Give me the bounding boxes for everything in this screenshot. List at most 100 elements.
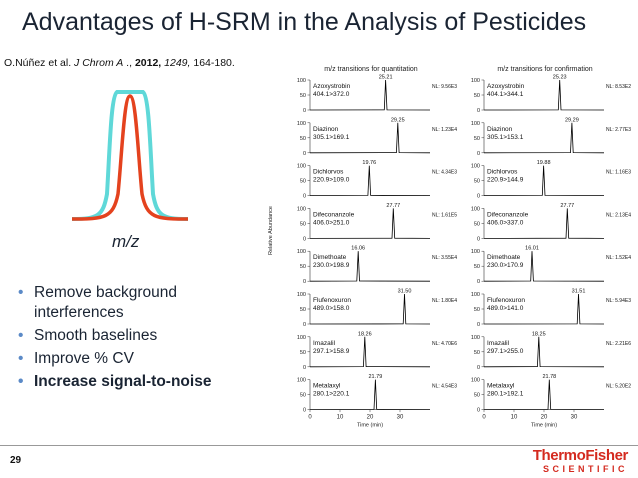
chromatogram-trace: [483, 336, 605, 368]
retention-time-label: 25.21: [379, 75, 393, 81]
transition-label: 220.9>109.0: [313, 177, 350, 184]
transition-label: 297.1>255.0: [487, 348, 524, 355]
transition-label: 404.1>372.0: [313, 91, 350, 98]
y-tick-label: 50: [474, 221, 480, 227]
y-tick-label: 50: [474, 393, 480, 399]
nl-label: NL: 4.54E3: [432, 384, 457, 390]
compound-name: Flufenoxuron: [487, 297, 525, 304]
y-tick-label: 50: [300, 350, 306, 356]
retention-time-label: 29.25: [391, 117, 405, 123]
footer-divider: [0, 445, 638, 446]
chromatogram-y-axis-label: Relative Abundance: [268, 206, 274, 255]
nl-label: NL: 4.70E6: [432, 341, 457, 347]
thermo-fisher-logo: ThermoFisher SCIENTIFIC: [532, 447, 629, 475]
y-tick-label: 50: [300, 179, 306, 185]
compound-name: Metalaxyl: [487, 383, 515, 390]
logo-wordmark: ThermoFisher: [532, 447, 629, 464]
bullet-list: Remove background interferences Smooth b…: [18, 283, 224, 395]
nl-label: NL: 3.55E4: [432, 255, 457, 261]
chromatogram-trace: [483, 293, 605, 325]
y-tick-label: 50: [300, 136, 306, 142]
x-tick-label: 10: [511, 415, 518, 421]
retention-time-label: 19.88: [537, 160, 551, 166]
chromatogram-trace: [483, 122, 605, 154]
citation-journal: J Chrom A: [74, 57, 124, 69]
chromatogram-trace: [309, 165, 431, 196]
slide-title: Advantages of H-SRM in the Analysis of P…: [22, 8, 587, 36]
x-tick-label: 30: [397, 415, 404, 421]
y-tick-label: 50: [474, 350, 480, 356]
transition-label: 297.1>158.9: [313, 348, 350, 355]
compound-name: Flufenoxuron: [313, 297, 351, 304]
x-tick-label: 0: [308, 415, 312, 421]
narrow-peak-curve: [71, 94, 189, 221]
y-tick-label: 0: [303, 236, 306, 242]
nl-label: NL: 2.21E6: [606, 341, 631, 347]
x-axis-label: Time (min): [357, 423, 383, 429]
page-number: 29: [10, 455, 22, 466]
retention-time-label: 18.26: [358, 331, 372, 337]
chromatogram-trace: [483, 165, 605, 196]
nl-label: NL: 5.20E2: [606, 384, 631, 390]
y-tick-label: 50: [300, 221, 306, 227]
retention-time-label: 16.06: [351, 246, 365, 252]
compound-name: Azoxystrobin: [487, 83, 525, 90]
compound-name: Dimethoate: [487, 254, 521, 261]
retention-time-label: 31.51: [572, 289, 586, 295]
logo-subtitle: SCIENTIFIC: [542, 464, 628, 474]
transition-label: 489.0>158.0: [313, 305, 350, 312]
nl-label: NL: 1.52E4: [606, 255, 631, 261]
confirmation-panel: m/z transitions for confirmation 0 50 100 2…: [456, 66, 634, 436]
transition-label: 406.0>251.0: [313, 219, 350, 226]
chromatogram-trace: [483, 208, 605, 239]
bullet-item: Increase signal-to-noise: [18, 372, 224, 392]
citation: O.Núñez et al. J Chrom A ., 2012, 1249, …: [4, 57, 235, 69]
y-tick-label: 0: [477, 365, 480, 371]
y-tick-label: 100: [297, 206, 306, 212]
wide-peak-curve: [71, 90, 189, 221]
y-tick-label: 50: [474, 307, 480, 313]
y-tick-label: 0: [477, 194, 480, 200]
y-tick-label: 100: [297, 292, 306, 298]
y-tick-label: 50: [474, 179, 480, 185]
panel-title: m/z transitions for confirmation: [497, 66, 593, 73]
y-tick-label: 100: [297, 78, 306, 84]
citation-year: 2012,: [134, 57, 162, 69]
y-tick-label: 0: [303, 365, 306, 371]
mz-axis-label: m/z: [112, 232, 140, 251]
x-axis-label: Time (min): [531, 423, 557, 429]
bullet-item: Smooth baselines: [18, 326, 224, 346]
y-tick-label: 100: [471, 121, 480, 127]
y-tick-label: 50: [300, 264, 306, 270]
retention-time-label: 31.50: [398, 289, 412, 295]
y-tick-label: 0: [477, 151, 480, 157]
y-tick-label: 100: [471, 292, 480, 298]
nl-label: NL: 1.23E4: [432, 127, 457, 133]
compound-name: Difeconanzole: [313, 211, 355, 218]
nl-label: NL: 1.16E3: [606, 170, 631, 176]
chromatogram-trace: [483, 79, 605, 111]
nl-label: NL: 4.34E3: [432, 170, 457, 176]
x-tick-label: 0: [482, 415, 486, 421]
y-tick-label: 100: [471, 335, 480, 341]
retention-time-label: 19.76: [362, 160, 376, 166]
compound-name: Dimethoate: [313, 254, 347, 261]
nl-label: NL: 2.13E4: [606, 212, 631, 218]
chromatogram-trace: [309, 122, 431, 154]
y-tick-label: 50: [300, 307, 306, 313]
y-tick-label: 100: [471, 378, 480, 384]
y-tick-label: 50: [300, 393, 306, 399]
nl-label: NL: 8.53E2: [606, 84, 631, 90]
retention-time-label: 18.25: [532, 331, 546, 337]
transition-label: 230.0>170.9: [487, 262, 524, 269]
y-tick-label: 0: [303, 108, 306, 114]
y-tick-label: 0: [477, 408, 480, 414]
chromatogram-trace: [309, 336, 431, 368]
compound-name: Imazalil: [313, 340, 336, 347]
compound-name: Azoxystrobin: [313, 83, 351, 90]
nl-label: NL: 5.94E3: [606, 298, 631, 304]
x-tick-label: 20: [367, 415, 374, 421]
compound-name: Metalaxyl: [313, 383, 341, 390]
y-tick-label: 0: [303, 322, 306, 328]
